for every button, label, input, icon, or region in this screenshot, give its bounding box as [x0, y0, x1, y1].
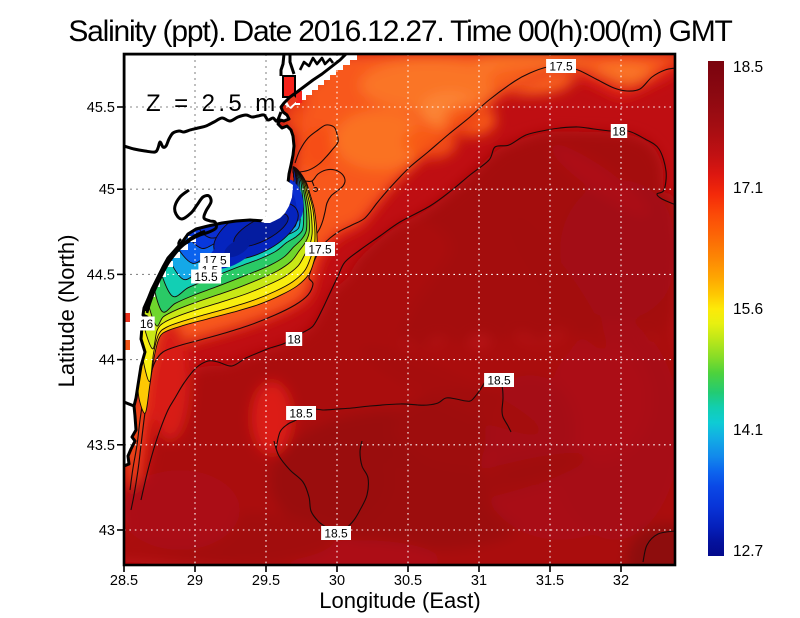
svg-text:17.1: 17.1 [733, 180, 763, 197]
svg-text:18.5: 18.5 [487, 373, 511, 387]
svg-text:17.5: 17.5 [549, 59, 573, 73]
svg-text:32: 32 [613, 573, 629, 589]
svg-text:31: 31 [471, 573, 487, 589]
svg-text:31.5: 31.5 [536, 573, 564, 589]
svg-text:44.5: 44.5 [87, 267, 115, 283]
svg-text:15.5: 15.5 [194, 270, 218, 284]
svg-text:28.5: 28.5 [110, 573, 138, 589]
svg-text:Salinity (ppt). Date 2016.12.2: Salinity (ppt). Date 2016.12.27. Time 00… [68, 15, 732, 48]
svg-text:18.5: 18.5 [289, 406, 313, 420]
svg-text:30: 30 [329, 573, 345, 589]
svg-text:44: 44 [99, 353, 115, 369]
svg-text:14.1: 14.1 [733, 422, 763, 439]
svg-text:45: 45 [99, 182, 115, 198]
svg-text:43: 43 [99, 523, 115, 539]
svg-text:18: 18 [287, 332, 301, 346]
svg-text:45.5: 45.5 [87, 100, 115, 116]
svg-text:18: 18 [612, 124, 626, 138]
svg-text:Latitude (North): Latitude (North) [54, 235, 79, 388]
svg-text:29.5: 29.5 [252, 573, 280, 589]
svg-text:17.5: 17.5 [308, 242, 332, 256]
svg-text:43.5: 43.5 [87, 438, 115, 454]
svg-text:16: 16 [140, 317, 154, 331]
svg-text:Z = 2.5 m: Z = 2.5 m [146, 90, 279, 117]
svg-text:15.6: 15.6 [733, 301, 763, 318]
svg-text:18.5: 18.5 [324, 526, 348, 540]
svg-text:30.5: 30.5 [394, 573, 422, 589]
svg-text:29: 29 [187, 573, 203, 589]
svg-text:18.5: 18.5 [733, 59, 763, 76]
svg-text:Longitude (East): Longitude (East) [319, 588, 480, 613]
svg-text:12.7: 12.7 [733, 543, 763, 560]
